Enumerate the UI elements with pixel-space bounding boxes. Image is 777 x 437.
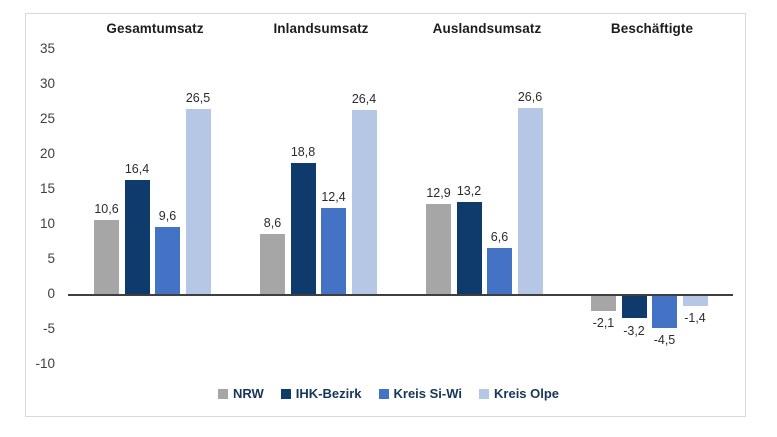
y-tick-label: 15 xyxy=(39,180,55,196)
category-title: Gesamtumsatz xyxy=(106,21,204,36)
y-tick-label: 10 xyxy=(39,215,55,231)
legend-label: Kreis Olpe xyxy=(494,386,560,401)
bar-value-label: 6,6 xyxy=(490,230,509,245)
bar-value-label: 18,8 xyxy=(290,144,316,159)
y-tick-label: 30 xyxy=(39,75,55,91)
bar-value-label: -3,2 xyxy=(623,323,645,338)
bar-value-label: -2,1 xyxy=(592,316,615,331)
y-tick-label: -5 xyxy=(42,320,55,336)
bar-ihk-bezirk xyxy=(124,179,150,295)
category-title: Auslandsumsatz xyxy=(432,21,542,36)
legend-item-kreis-si-wi: Kreis Si-Wi xyxy=(378,386,463,401)
legend-swatch-icon xyxy=(217,388,228,399)
bar-kreis-olpe xyxy=(185,109,211,295)
bar-kreis-olpe xyxy=(682,296,708,306)
bar-value-label: 12,4 xyxy=(321,189,346,204)
bar-value-label: 26,4 xyxy=(351,91,377,106)
bar-value-label: 12,9 xyxy=(426,186,451,201)
bar-kreis-si-wi xyxy=(321,207,346,295)
legend-swatch-icon xyxy=(378,388,389,399)
y-tick-label: -10 xyxy=(35,355,55,371)
bar-value-label: -4,5 xyxy=(653,333,676,347)
bar-ihk-bezirk xyxy=(621,296,647,319)
category-title: Beschäftigte xyxy=(610,21,694,36)
bar-value-label: 26,6 xyxy=(517,90,543,105)
bar-ihk-bezirk xyxy=(290,162,316,295)
bar-kreis-si-wi xyxy=(652,296,677,328)
category-title: Inlandsumsatz xyxy=(273,21,369,36)
bar-value-label: 13,2 xyxy=(456,184,482,199)
bar-nrw xyxy=(260,234,285,295)
y-tick-label: 20 xyxy=(39,145,55,161)
y-tick-label: 35 xyxy=(39,40,55,56)
bar-value-label: 26,5 xyxy=(185,91,211,105)
bar-nrw xyxy=(94,220,119,295)
bar-value-label: 10,6 xyxy=(94,202,119,217)
legend-swatch-icon xyxy=(479,388,490,399)
y-tick-label: 25 xyxy=(39,110,55,126)
legend-label: Kreis Si-Wi xyxy=(393,386,463,401)
bar-ihk-bezirk xyxy=(456,202,482,295)
bar-kreis-si-wi xyxy=(155,227,180,295)
legend-item-kreis-olpe: Kreis Olpe xyxy=(479,386,559,401)
legend-item-ihk-bezirk: IHK-Bezirk xyxy=(280,386,362,401)
y-tick-label: 0 xyxy=(47,285,55,301)
bar-value-label: 8,6 xyxy=(263,216,282,231)
legend-swatch-icon xyxy=(280,388,291,399)
bar-value-label: 9,6 xyxy=(158,209,177,224)
x-axis-zero-line xyxy=(68,293,733,296)
bar-kreis-olpe xyxy=(351,109,377,295)
chart-legend: NRW IHK-Bezirk Kreis Si-Wi Kreis Olpe xyxy=(0,386,777,401)
bar-nrw xyxy=(426,204,451,295)
bar-kreis-si-wi xyxy=(487,248,512,295)
legend-item-nrw: NRW xyxy=(217,386,264,401)
legend-label: IHK-Bezirk xyxy=(295,386,362,401)
bar-value-label: 16,4 xyxy=(124,161,150,176)
y-tick-label: 5 xyxy=(47,250,55,266)
bar-kreis-olpe xyxy=(517,108,543,295)
bar-nrw xyxy=(591,296,616,311)
legend-label: NRW xyxy=(232,386,264,401)
bar-value-label: -1,4 xyxy=(684,311,706,326)
